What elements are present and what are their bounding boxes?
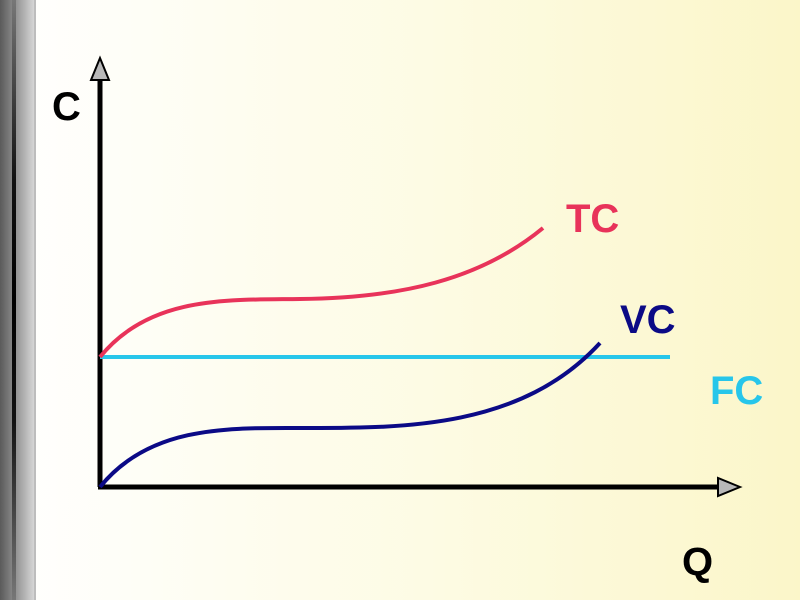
y-axis-label: C	[52, 85, 81, 129]
vc-label: VC	[620, 298, 676, 342]
vc-curve	[98, 341, 602, 489]
slide-left-edge-line	[12, 0, 16, 600]
x-axis-arrow-icon	[717, 476, 743, 498]
tc-label: TC	[566, 197, 619, 241]
slide-left-edge	[0, 0, 34, 600]
tc-curve	[98, 226, 545, 359]
y-axis-arrow-icon	[89, 55, 111, 81]
fc-label: FC	[710, 369, 763, 413]
slide-border	[34, 0, 36, 600]
x-axis-label: Q	[682, 540, 713, 584]
